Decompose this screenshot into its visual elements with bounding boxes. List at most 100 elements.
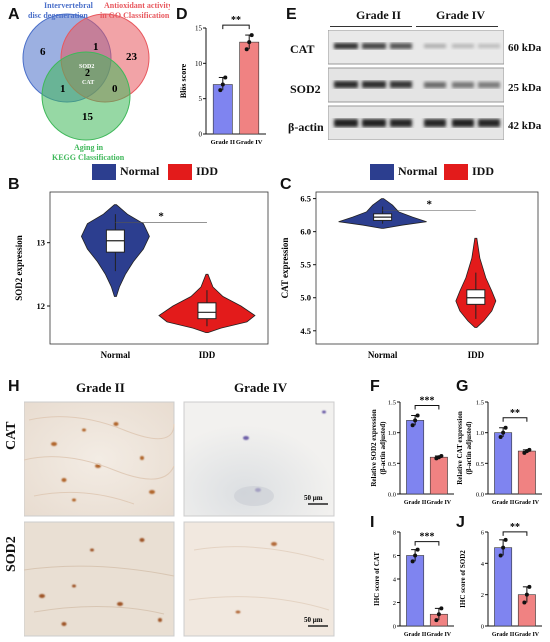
data-point — [218, 88, 223, 93]
blot-row-label-cat: CAT — [290, 42, 315, 56]
data-point — [223, 75, 228, 80]
data-point — [527, 584, 532, 589]
ihc-micrographs: 50 μm 50 μm — [24, 401, 335, 637]
significance-marker: ** — [510, 408, 520, 419]
blot-header-grade2: Grade II — [356, 8, 401, 22]
chart-g-cat-relative: 0.0 0.5 1.0 1.5 Grade II Grade IV ** Relative C… — [456, 400, 542, 506]
blot-header-grade4: Grade IV — [436, 8, 485, 22]
y-tick-label: 0.5 — [388, 461, 396, 468]
y-axis-label: Relative CAT expression(β-actin adjusted… — [456, 411, 473, 485]
y-tick-label: 2 — [393, 600, 396, 607]
y-tick-label: 12 — [37, 301, 46, 311]
y-axis-label: IHC score of SOD2 — [459, 550, 467, 608]
y-tick-label: 0.0 — [388, 492, 396, 499]
data-point — [434, 618, 439, 623]
venn-set1-line1: Intervertebral — [44, 1, 94, 10]
data-point — [439, 453, 444, 458]
y-tick-label: 4 — [481, 561, 485, 568]
ihc-header-grade4: Grade IV — [234, 380, 288, 395]
ihc-row-label-cat: CAT — [4, 421, 19, 450]
legend-c-idd-swatch — [444, 164, 468, 180]
blot-bands-cat — [334, 43, 500, 49]
y-axis-label: SOD2 expression — [14, 235, 24, 301]
y-tick-label: 0 — [481, 624, 484, 631]
y-tick-label: 1.0 — [388, 430, 396, 437]
significance-marker: ** — [231, 15, 241, 26]
panel-label-c: C — [280, 176, 292, 193]
data-point — [498, 553, 503, 558]
bar-1 — [494, 432, 513, 495]
data-point — [439, 606, 444, 611]
chart-d-blos-score: 0 5 10 15 Grade II Grade IV ** Blös score — [179, 15, 266, 146]
significance-marker: *** — [420, 532, 435, 543]
legend-b-idd-label: IDD — [196, 164, 219, 178]
x-category-label: IDD — [468, 350, 485, 360]
significance-bracket — [414, 404, 440, 410]
x-category-label: Normal — [368, 350, 398, 360]
x-category-label: Grade IV — [515, 500, 540, 506]
chart-i-ihc-cat: 0 2 4 6 8 Grade II Grade IV *** IHC score of CAT — [373, 530, 454, 638]
y-axis-label-line2: (β-actin adjusted) — [465, 421, 473, 475]
y-axis-label: CAT expression — [280, 238, 290, 299]
y-tick-label: 5 — [199, 95, 203, 103]
significance-marker: ** — [510, 522, 520, 533]
chart-f-sod2-relative: 0.0 0.5 1.0 1.5 Grade II Grade IV *** Relative … — [370, 395, 454, 506]
y-tick-label: 6 — [393, 553, 397, 560]
plot-frame — [315, 191, 539, 345]
panel-label-f: F — [370, 378, 380, 395]
data-point — [501, 430, 506, 435]
venn-gene-2: CAT — [82, 80, 94, 86]
y-tick-label: 1.5 — [388, 400, 396, 407]
data-point — [413, 553, 418, 558]
legend-b-normal-label: Normal — [120, 164, 160, 178]
data-point — [501, 545, 506, 550]
blot-kda-cat: 60 kDa — [508, 42, 542, 54]
chart-j-ihc-sod2: 0 2 4 6 Grade II Grade IV ** IHC score of SOD2 — [459, 522, 542, 638]
bar-1 — [494, 547, 513, 627]
y-axis-label: Relative SOD2 expression(β-actin adjuste… — [370, 409, 387, 486]
bar-1 — [406, 420, 425, 495]
blot-grade2-line — [330, 26, 412, 27]
blot-row-label-actin: β-actin — [288, 120, 324, 134]
blot-kda-actin: 42 kDa — [508, 120, 542, 132]
data-point — [503, 537, 508, 542]
data-point — [524, 592, 529, 597]
y-tick-label: 10 — [195, 60, 203, 68]
plot-frame — [49, 191, 269, 345]
x-category-label: Grade II — [404, 500, 427, 506]
panel-label-b: B — [8, 176, 20, 193]
y-tick-label: 2 — [481, 592, 484, 599]
significance-marker: * — [426, 199, 432, 211]
ihc-cat-grade4 — [183, 401, 335, 517]
legend-b-idd-swatch — [168, 164, 192, 180]
panel-label-g: G — [456, 378, 469, 395]
x-category-label: Grade IV — [427, 500, 452, 506]
significance-marker: *** — [420, 395, 435, 406]
data-point — [249, 33, 254, 38]
x-category-label: Grade IV — [236, 139, 263, 146]
data-point — [244, 47, 249, 52]
y-tick-label: 8 — [393, 530, 396, 537]
bar-2 — [517, 450, 536, 495]
ihc-sod2-grade4 — [183, 521, 335, 637]
data-point — [413, 418, 418, 423]
x-category-label: Grade II — [404, 632, 427, 638]
legend-c-idd-label: IDD — [472, 164, 495, 178]
y-tick-label: 6.5 — [300, 194, 311, 204]
x-category-label: Normal — [101, 350, 131, 360]
data-point — [415, 413, 420, 418]
venn-count-only2: 23 — [126, 51, 138, 63]
y-axis-label-line2: (β-actin adjusted) — [379, 421, 387, 475]
significance-bracket — [502, 417, 528, 422]
data-point — [410, 423, 415, 428]
y-tick-label: 5.0 — [300, 293, 311, 303]
venn-count-only3: 15 — [82, 111, 94, 123]
venn-circle-aging — [41, 51, 131, 141]
venn-set3-line1: Aging in — [74, 143, 104, 152]
panel-label-a: A — [8, 6, 20, 23]
venn-set1-line2: disc degeneration — [28, 11, 88, 20]
y-tick-label: 6 — [481, 530, 485, 537]
venn-diagram: Intervertebral disc degeneration Antioxid… — [22, 1, 170, 162]
significance-bracket — [414, 541, 440, 546]
